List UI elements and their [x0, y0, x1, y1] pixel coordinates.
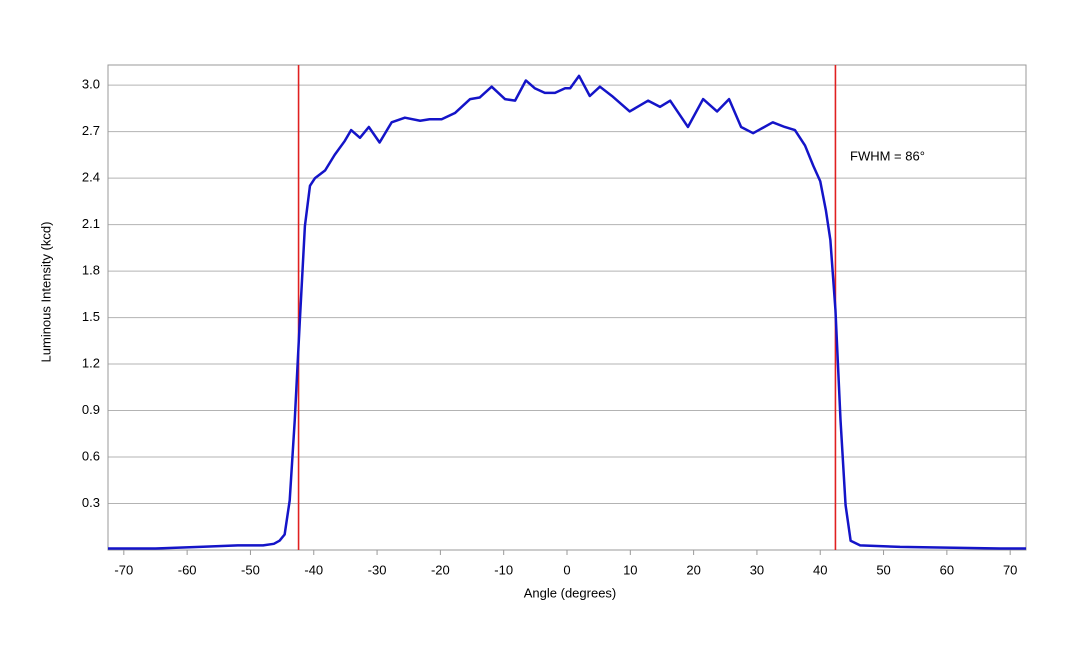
x-tick-label: 50: [876, 562, 890, 577]
data-line: [108, 74, 1026, 550]
y-tick-label: 2.7: [82, 123, 100, 138]
y-tick-label: 0.9: [82, 402, 100, 417]
x-axis-title: Angle (degrees): [524, 585, 617, 600]
x-tick-label: 10: [623, 562, 637, 577]
y-tick-label: 1.2: [82, 355, 100, 370]
y-tick-label: 2.4: [82, 170, 100, 185]
x-tick-label: -30: [368, 562, 387, 577]
x-tick-label: 0: [563, 562, 570, 577]
x-tick-label: -40: [304, 562, 323, 577]
y-tick-label: 2.1: [82, 216, 100, 231]
x-tick-label: 70: [1003, 562, 1017, 577]
x-tick-label: 60: [940, 562, 954, 577]
y-tick-label: 3.0: [82, 77, 100, 92]
y-axis-title: Luminous Intensity (kcd): [38, 222, 53, 363]
annotation: FWHM = 86°: [850, 148, 925, 163]
x-tick-label: -60: [178, 562, 197, 577]
x-tick-label: 40: [813, 562, 827, 577]
y-tick-label: 0.6: [82, 448, 100, 463]
y-tick-label: 1.8: [82, 263, 100, 278]
x-tick-label: 30: [750, 562, 764, 577]
plot-frame: [107, 64, 1027, 551]
y-tick-label: 1.5: [82, 309, 100, 324]
x-tick-label: -20: [431, 562, 450, 577]
x-tick-label: -10: [494, 562, 513, 577]
y-tick-label: 0.3: [82, 495, 100, 510]
x-tick-label: -70: [114, 562, 133, 577]
x-tick-label: -50: [241, 562, 260, 577]
x-tick-label: 20: [686, 562, 700, 577]
